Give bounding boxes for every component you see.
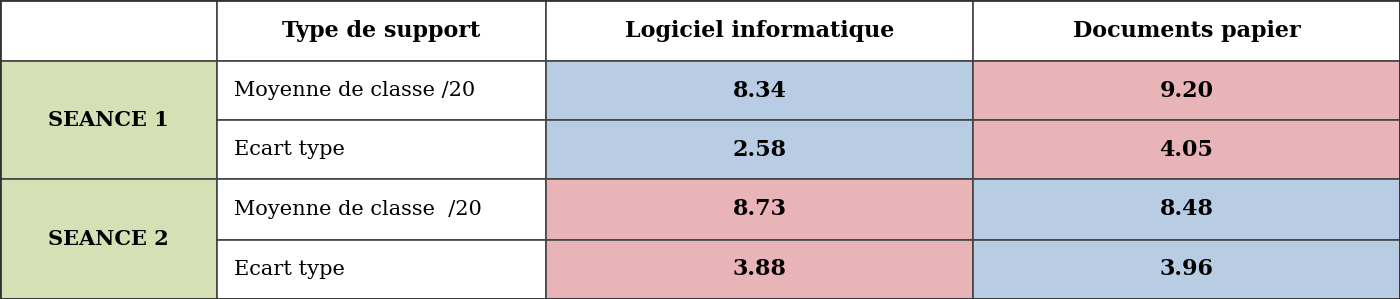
Bar	[0, 0, 217, 61]
Bar	[0, 61, 217, 179]
Text: Type de support: Type de support	[283, 20, 480, 42]
Text: 4.05: 4.05	[1159, 139, 1214, 161]
Bar	[217, 0, 546, 61]
Bar	[546, 0, 973, 61]
Bar	[973, 120, 1400, 179]
Text: Logiciel informatique: Logiciel informatique	[624, 20, 895, 42]
Bar	[217, 240, 546, 299]
Text: 2.58: 2.58	[732, 139, 787, 161]
Text: 3.88: 3.88	[732, 258, 787, 280]
Bar	[973, 240, 1400, 299]
Bar	[546, 240, 973, 299]
Text: SEANCE 1: SEANCE 1	[48, 110, 169, 130]
Bar	[217, 179, 546, 240]
Text: 8.48: 8.48	[1159, 199, 1214, 220]
Text: SEANCE 2: SEANCE 2	[48, 229, 169, 249]
Bar	[546, 120, 973, 179]
Text: 9.20: 9.20	[1159, 80, 1214, 102]
Text: Ecart type: Ecart type	[234, 140, 344, 159]
Bar	[0, 179, 217, 299]
Bar	[973, 0, 1400, 61]
Bar	[217, 120, 546, 179]
Bar	[546, 61, 973, 120]
Text: 3.96: 3.96	[1159, 258, 1214, 280]
Text: Moyenne de classe /20: Moyenne de classe /20	[234, 81, 475, 100]
Bar	[973, 179, 1400, 240]
Text: Documents papier: Documents papier	[1072, 20, 1301, 42]
Text: Ecart type: Ecart type	[234, 260, 344, 279]
Text: 8.73: 8.73	[732, 199, 787, 220]
Bar	[546, 179, 973, 240]
Text: Moyenne de classe  /20: Moyenne de classe /20	[234, 200, 482, 219]
Bar	[217, 61, 546, 120]
Bar	[973, 61, 1400, 120]
Text: 8.34: 8.34	[732, 80, 787, 102]
